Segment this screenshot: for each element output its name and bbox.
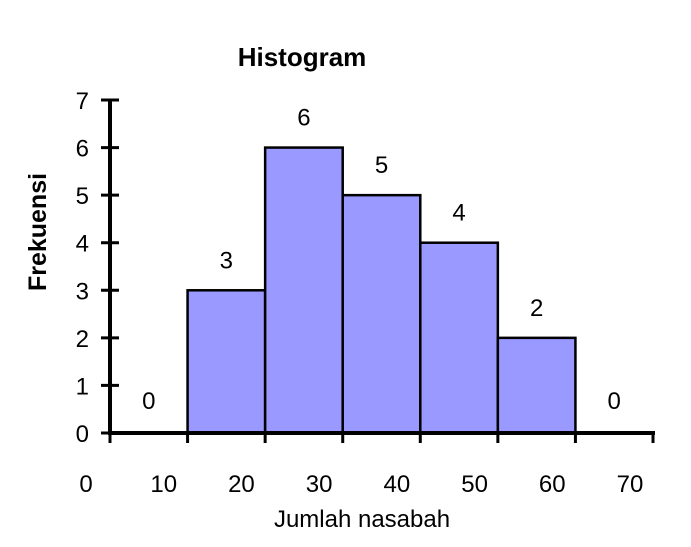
histogram-bar — [186, 289, 267, 435]
y-tick-label: 1 — [76, 373, 89, 400]
x-tick-label: 50 — [461, 471, 488, 498]
y-tick-label: 0 — [76, 421, 89, 448]
bars-layer — [186, 146, 577, 435]
y-tick-label: 6 — [76, 136, 89, 163]
histogram-bar — [496, 336, 577, 435]
data-label: 3 — [220, 247, 233, 274]
x-tick-label: 30 — [306, 471, 333, 498]
data-label: 0 — [608, 388, 621, 415]
x-tick-label: 40 — [384, 471, 411, 498]
y-tick-label: 4 — [76, 231, 89, 258]
x-tick-label: 0 — [79, 471, 92, 498]
y-axis-label: Frekuensi — [24, 173, 52, 291]
x-tick-label: 10 — [150, 471, 177, 498]
data-label: 2 — [530, 295, 543, 322]
histogram-bar — [341, 193, 422, 435]
x-tick-label: 60 — [539, 471, 566, 498]
data-label: 6 — [297, 105, 310, 132]
y-tick-label: 7 — [76, 88, 89, 115]
histogram-bar — [419, 241, 500, 435]
x-tick-label: 20 — [228, 471, 255, 498]
data-label: 0 — [142, 388, 155, 415]
chart-title: Histogram — [238, 42, 367, 72]
x-tick-label: 70 — [617, 471, 644, 498]
y-tick-label: 5 — [76, 183, 89, 210]
y-tick-label: 2 — [76, 326, 89, 353]
x-axis-label: Jumlah nasabah — [274, 506, 450, 533]
data-label: 4 — [452, 200, 465, 227]
data-label: 5 — [375, 152, 388, 179]
y-tick-label: 3 — [76, 278, 89, 305]
axes-layer — [101, 98, 655, 443]
histogram-bar — [263, 146, 344, 435]
